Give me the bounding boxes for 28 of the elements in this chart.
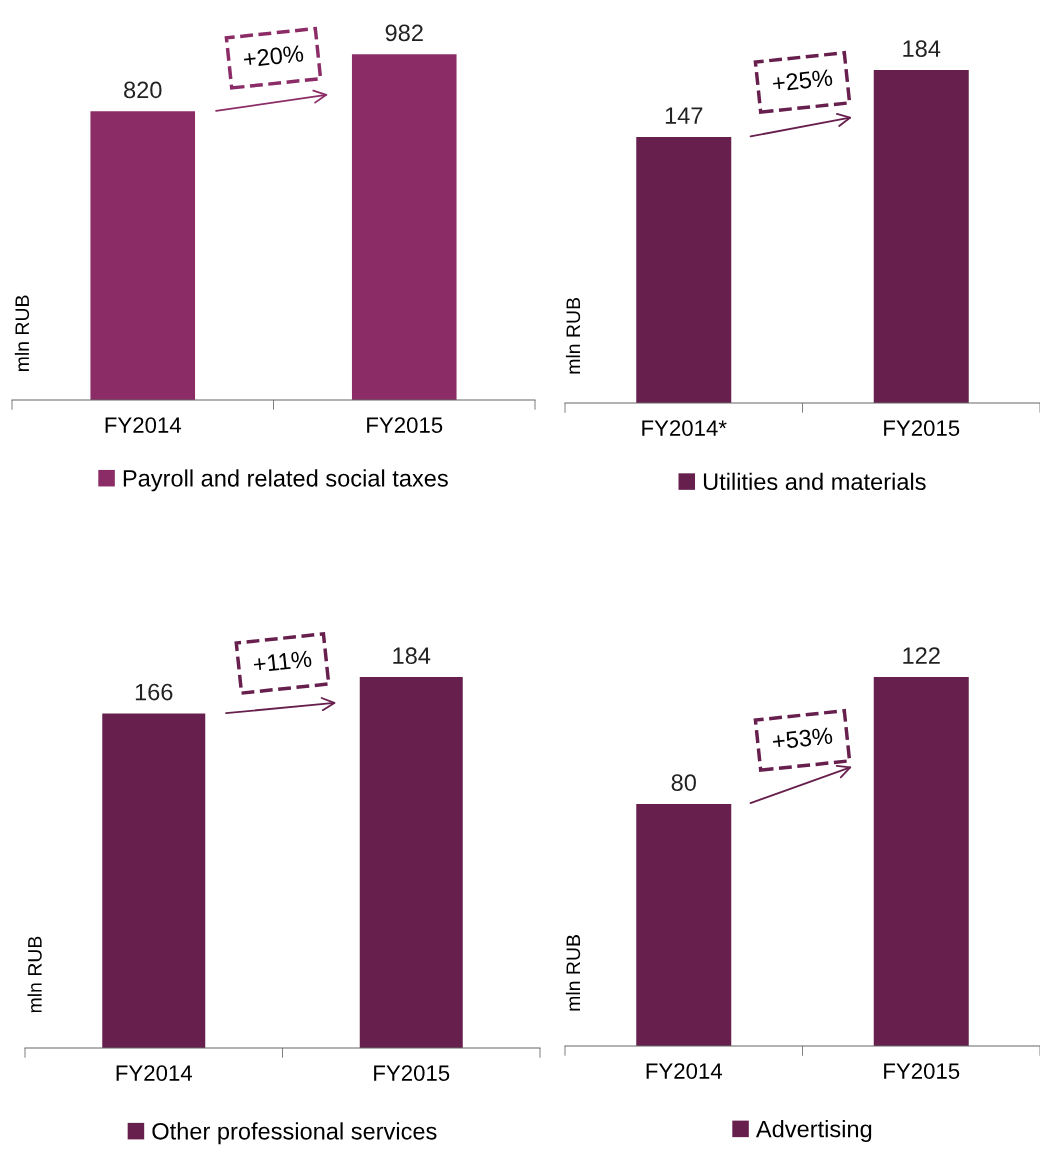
- x-tick-label: FY2015: [884, 420, 960, 436]
- x-tick-label: FY2014*: [642, 420, 727, 436]
- data-label: 122: [903, 647, 940, 664]
- data-label: 982: [385, 24, 423, 42]
- x-tick-label: FY2015: [367, 417, 443, 433]
- x-tick-label: FY2014: [646, 1063, 723, 1079]
- legend-label: Payroll and related social taxes: [123, 469, 448, 492]
- y-axis-title: mln RUB: [565, 935, 581, 1011]
- x-tick-label: FY2015: [884, 1063, 960, 1079]
- data-label: 80: [671, 774, 696, 791]
- y-axis-title: mln RUB: [14, 295, 30, 371]
- x-tick-label: FY2015: [374, 1065, 450, 1081]
- data-label: 184: [393, 647, 431, 665]
- annotation: +53%: [772, 727, 833, 750]
- x-tick-label: FY2014: [116, 1065, 193, 1081]
- data-label: 820: [124, 81, 162, 99]
- legend-label: Other professional services: [152, 1122, 437, 1145]
- data-label: 166: [135, 683, 173, 701]
- legend-label: Utilities and materials: [703, 472, 926, 491]
- legend-label: Advertising: [755, 1120, 872, 1143]
- y-axis-title: mln RUB: [565, 297, 581, 374]
- data-label: 147: [665, 107, 703, 124]
- y-axis-title: mln RUB: [27, 936, 42, 1013]
- annotation: +25%: [772, 69, 833, 92]
- data-label: 184: [903, 40, 941, 57]
- text: +11%: [253, 650, 312, 673]
- annotation: +20%: [243, 44, 304, 68]
- x-tick-label: FY2014: [105, 417, 182, 433]
